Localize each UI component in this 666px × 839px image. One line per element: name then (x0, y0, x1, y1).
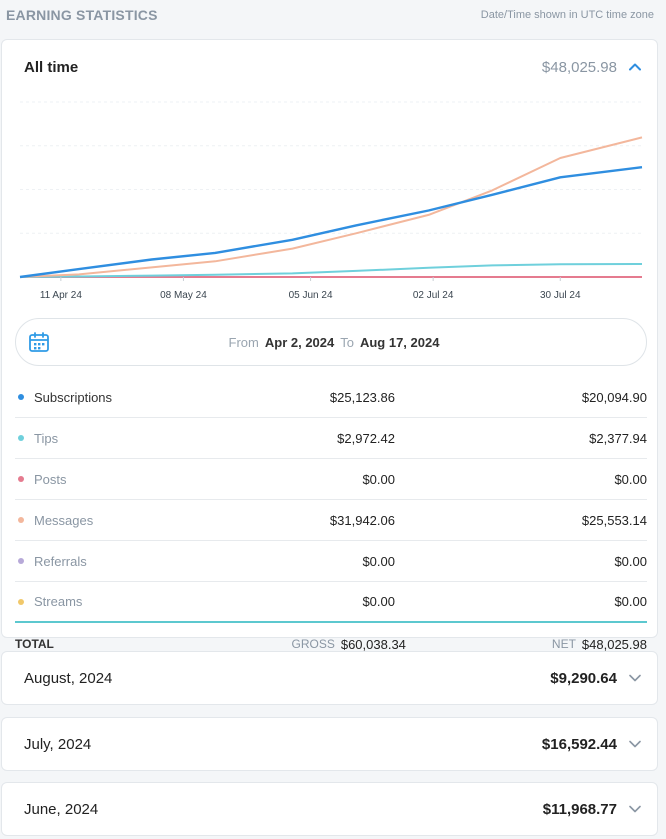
category-name: Subscriptions (34, 389, 113, 405)
page-title: EARNING STATISTICS (6, 7, 158, 23)
category-name: Streams (34, 594, 83, 609)
month-label: August, 2024 (24, 669, 113, 687)
page-header: EARNING STATISTICS Date/Time shown in UT… (0, 0, 666, 30)
chevron-down-icon[interactable] (627, 736, 643, 752)
category-name: Referrals (34, 553, 87, 569)
gross-label: GROSS (291, 637, 335, 651)
x-tick-label: 05 Jun 24 (289, 290, 333, 301)
gross-total: $60,038.34 (340, 636, 406, 652)
gross-amount: $0.00 (362, 594, 395, 609)
all-time-header[interactable]: All time $48,025.98 (2, 40, 657, 94)
net-amount: $2,377.94 (589, 430, 647, 446)
x-tick-label: 11 Apr 24 (40, 290, 83, 301)
to-date[interactable]: Aug 17, 2024 (359, 334, 440, 350)
from-date[interactable]: Apr 2, 2024 (264, 334, 335, 350)
net-amount: $0.00 (614, 471, 647, 487)
month-card-august[interactable]: August, 2024 $9,290.64 (1, 651, 658, 705)
breakdown-row: Referrals $0.00 $0.00 (15, 541, 647, 582)
net-total: $48,025.98 (581, 636, 647, 652)
gross-amount: $0.00 (362, 553, 395, 569)
legend-dot-icon (18, 517, 24, 523)
from-label: From (228, 334, 259, 350)
date-range-picker[interactable]: From Apr 2, 2024 To Aug 17, 2024 (15, 318, 647, 366)
month-card-june[interactable]: June, 2024 $11,968.77 (1, 782, 658, 836)
month-label: July, 2024 (24, 735, 92, 753)
gross-amount: $0.00 (362, 471, 395, 487)
legend-dot-icon (18, 558, 24, 564)
breakdown-row: Messages $31,942.06 $25,553.14 (15, 500, 647, 541)
x-tick-label: 08 May 24 (160, 290, 207, 301)
series-line-subscriptions (19, 166, 643, 279)
calendar-icon[interactable] (28, 331, 50, 353)
x-tick-label: 30 Jul 24 (540, 290, 581, 301)
month-amount: $11,968.77 (542, 800, 617, 818)
all-time-amount: $48,025.98 (541, 58, 617, 76)
net-label: NET (551, 637, 576, 651)
chevron-up-icon[interactable] (627, 59, 643, 75)
series-line-messages (19, 136, 643, 278)
timezone-note: Date/Time shown in UTC time zone (480, 9, 654, 21)
breakdown-row: Tips $2,972.42 $2,377.94 (15, 418, 647, 459)
gross-amount: $2,972.42 (337, 430, 395, 446)
category-name: Messages (34, 512, 94, 528)
total-label: TOTAL (15, 637, 54, 651)
category-name: Tips (34, 430, 59, 446)
net-amount: $0.00 (614, 594, 647, 609)
breakdown-row: Streams $0.00 $0.00 (15, 582, 647, 623)
month-label: June, 2024 (24, 800, 99, 818)
gross-amount: $31,942.06 (329, 512, 395, 528)
breakdown-row: Subscriptions $25,123.86 $20,094.90 (15, 377, 647, 418)
net-amount: $20,094.90 (581, 389, 647, 405)
all-time-label: All time (24, 58, 79, 76)
legend-dot-icon (18, 394, 24, 400)
category-name: Posts (34, 471, 67, 487)
x-tick-label: 02 Jul 24 (413, 290, 454, 301)
total-row: TOTAL GROSS $60,038.34 NET $48,025.98 (15, 626, 647, 662)
month-amount: $9,290.64 (550, 669, 617, 687)
earnings-chart-svg: 11 Apr 24 08 May 24 05 Jun 24 02 Jul 24 30 J… (19, 101, 643, 301)
earnings-chart: 11 Apr 24 08 May 24 05 Jun 24 02 Jul 24 30 J… (2, 94, 659, 309)
gross-amount: $25,123.86 (329, 389, 395, 405)
to-label: To (340, 334, 354, 350)
legend-dot-icon (18, 435, 24, 441)
chevron-down-icon[interactable] (627, 670, 643, 686)
all-time-card: All time $48,025.98 11 Apr 24 08 May 24 05… (1, 39, 659, 652)
series-line-tips (19, 263, 643, 278)
month-amount: $16,592.44 (541, 735, 617, 753)
net-amount: $0.00 (614, 553, 647, 569)
net-amount: $25,553.14 (581, 512, 647, 528)
legend-dot-icon (18, 598, 24, 605)
chevron-down-icon[interactable] (627, 801, 643, 817)
legend-dot-icon (18, 476, 24, 482)
month-card-july[interactable]: July, 2024 $16,592.44 (1, 717, 658, 771)
earnings-breakdown: Subscriptions $25,123.86 $20,094.90 Tips $2,… (15, 377, 647, 623)
breakdown-row: Posts $0.00 $0.00 (15, 459, 647, 500)
